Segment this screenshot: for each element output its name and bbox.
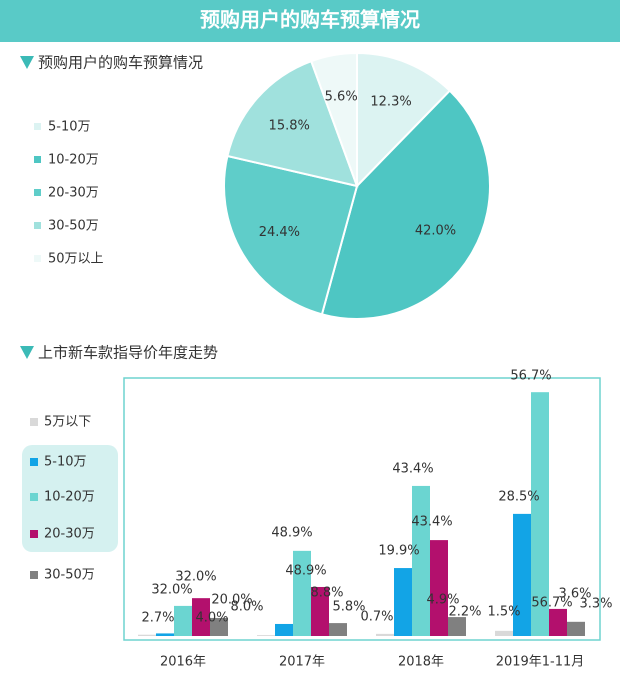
heading-icon: [20, 346, 34, 359]
bar: [448, 617, 466, 636]
bar-annotation: 8.8%: [310, 586, 343, 601]
heading-icon: [20, 56, 34, 69]
pie-slice: [226, 59, 359, 188]
pie-slice: [309, 51, 358, 187]
slice-label: 15.8%: [269, 119, 310, 134]
x-tick-label: 2019年1-11月: [496, 655, 585, 670]
bar: [567, 621, 585, 636]
bar: [513, 513, 531, 636]
bar: [376, 633, 394, 636]
legend-swatch: [30, 530, 38, 538]
pie-slice: [223, 154, 359, 316]
bar: [549, 608, 567, 636]
legend-label: 20-30万: [48, 186, 99, 201]
legend-swatch: [34, 123, 41, 130]
bar: [192, 598, 210, 636]
legend-label: 5-10万: [48, 120, 91, 135]
legend-swatch: [34, 189, 41, 196]
legend-label: 20-30万: [44, 527, 95, 542]
bar-annotation: 28.5%: [498, 490, 539, 505]
pie-slice: [320, 89, 491, 320]
legend-label: 10-20万: [44, 490, 95, 505]
bar-annotation: 0.7%: [360, 610, 393, 625]
bar-annotation: 3.6%: [558, 587, 591, 602]
pie-title: 预购用户的购车预算情况: [38, 54, 203, 72]
bar: [138, 634, 156, 636]
bar: [156, 633, 174, 636]
legend-label: 50万以上: [48, 252, 104, 267]
legend-label: 5万以下: [44, 415, 91, 430]
bar-annotation: 43.4%: [411, 515, 452, 530]
bar-annotation: 56.7%: [531, 596, 572, 611]
plot-frame: [123, 377, 601, 641]
bar-annotation: 32.0%: [151, 583, 192, 598]
x-tick-label: 2018年: [398, 655, 444, 670]
bar: [210, 617, 228, 636]
bar: [293, 550, 311, 636]
bar: [174, 605, 192, 636]
legend-swatch: [30, 571, 38, 579]
bar-annotation: 43.4%: [392, 462, 433, 477]
bar-annotation: 8.0%: [230, 600, 263, 615]
bar-annotation: 4.9%: [426, 593, 459, 608]
slice-label: 12.3%: [370, 95, 411, 110]
bar-annotation: 4.0%: [195, 611, 228, 626]
banner-title: 预购用户的购车预算情况: [200, 8, 420, 32]
bar: [329, 623, 347, 636]
legend-label: 30-50万: [48, 219, 99, 234]
slice-label: 24.4%: [259, 225, 300, 240]
legend-swatch: [30, 493, 38, 501]
bar: [531, 392, 549, 636]
bar-annotation: 5.8%: [332, 600, 365, 615]
slice-label: 5.6%: [325, 89, 358, 104]
bar: [495, 630, 513, 636]
bar-annotation: 56.7%: [510, 369, 551, 384]
bar: [275, 623, 293, 636]
slice-label: 42.0%: [415, 223, 456, 238]
bar-annotation: 1.5%: [487, 605, 520, 620]
pie-slice: [356, 51, 452, 189]
bar: [311, 586, 329, 636]
bar-title: 上市新车款指导价年度走势: [38, 344, 218, 362]
bar-annotation: 48.9%: [285, 564, 326, 579]
bar-annotation: 20.0%: [211, 593, 252, 608]
bar-annotation: 3.3%: [579, 597, 612, 612]
legend-swatch: [34, 222, 41, 229]
legend-swatch: [34, 255, 41, 262]
x-tick-label: 2017年: [279, 655, 325, 670]
legend-label: 30-50万: [44, 568, 95, 583]
bar-annotation: 48.9%: [271, 526, 312, 541]
bar: [394, 568, 412, 636]
bar: [257, 635, 275, 636]
bar: [430, 540, 448, 636]
banner: [0, 0, 620, 42]
x-tick-label: 2016年: [160, 655, 206, 670]
bar: [412, 485, 430, 636]
legend-highlight: [22, 445, 118, 552]
bar-annotation: 32.0%: [175, 570, 216, 585]
bar-annotation: 19.9%: [378, 544, 419, 559]
legend-label: 10-20万: [48, 153, 99, 168]
legend-swatch: [30, 458, 38, 466]
legend-label: 5-10万: [44, 455, 87, 470]
bar-annotation: 2.2%: [448, 605, 481, 620]
legend-swatch: [34, 156, 41, 163]
bar-annotation: 2.7%: [141, 611, 174, 626]
legend-swatch: [30, 418, 38, 426]
